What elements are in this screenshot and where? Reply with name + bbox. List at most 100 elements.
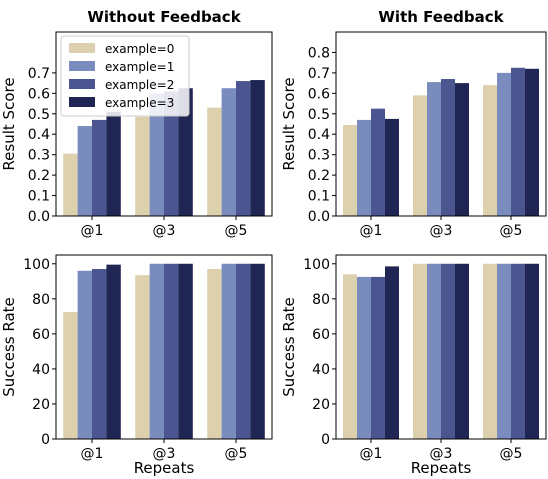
y-tick-label: 0.2 (308, 168, 330, 184)
bar-example=1-@1 (357, 119, 371, 216)
chart-title: Without Feedback (87, 8, 241, 26)
y-tick-label: 0.5 (28, 107, 50, 123)
legend-swatch-example=1 (69, 61, 95, 71)
y-tick-label: 0.5 (308, 107, 330, 123)
bar-example=0-@5 (207, 107, 222, 216)
y-axis-label: Success Rate (280, 297, 298, 397)
bar-example=2-@5 (236, 81, 251, 216)
y-tick-label: 0.0 (308, 209, 330, 225)
bar-example=0-@3 (413, 95, 427, 216)
legend-swatch-example=2 (69, 79, 95, 89)
bar-example=1-@3 (427, 82, 441, 216)
bar-example=3-@1 (106, 111, 121, 216)
bar-example=1-@5 (497, 72, 511, 216)
bar-example=2-@1 (92, 269, 107, 439)
x-axis-label: Repeats (411, 459, 472, 477)
bar-example=1-@1 (357, 276, 371, 439)
x-tick-label: @1 (360, 223, 383, 239)
y-tick-label: 100 (23, 257, 50, 273)
bar-example=3-@5 (525, 263, 539, 439)
bar-example=1-@5 (497, 263, 511, 439)
y-tick-label: 60 (32, 327, 50, 343)
legend-label: example=2 (105, 78, 174, 92)
y-axis-label: Success Rate (0, 297, 18, 397)
y-tick-label: 0.7 (308, 66, 330, 82)
bar-example=3-@1 (385, 266, 399, 439)
x-tick-label: @5 (500, 446, 523, 462)
y-tick-label: 0.3 (28, 148, 50, 164)
y-tick-label: 0.6 (28, 86, 50, 102)
bar-example=1-@3 (427, 263, 441, 439)
legend-label: example=3 (105, 96, 174, 110)
bar-example=1-@3 (149, 93, 164, 216)
y-tick-label: 0.1 (28, 189, 50, 205)
legend-swatch-example=0 (69, 43, 95, 53)
y-tick-label: 0 (321, 432, 330, 448)
x-tick-label: @3 (430, 446, 453, 462)
bar-example=2-@5 (236, 263, 251, 439)
bar-example=3-@3 (178, 88, 193, 216)
bar-example=3-@5 (525, 68, 539, 216)
bar-example=3-@3 (455, 263, 469, 439)
bar-example=2-@3 (441, 79, 455, 217)
bar-example=3-@5 (250, 80, 265, 217)
y-tick-label: 0.3 (308, 148, 330, 164)
legend-box (60, 35, 190, 117)
bar-example=3-@3 (178, 263, 193, 439)
x-tick-label: @1 (81, 446, 104, 462)
legend-label: example=0 (105, 42, 174, 56)
chart-panel-1: 0.0 0.1 0.2 0.3 0.4 0.5 0.6 0.7 @1 @3 @5 Result Sco… (0, 8, 273, 239)
y-tick-label: 0 (41, 432, 50, 448)
y-tick-label: 40 (32, 362, 50, 378)
bar-example=0-@1 (343, 274, 357, 439)
bar-example=2-@1 (92, 119, 107, 216)
bar-example=0-@1 (63, 153, 78, 216)
bar-example=2-@5 (511, 263, 525, 439)
bar-example=2-@3 (164, 263, 179, 439)
y-tick-label: 0.8 (308, 45, 330, 61)
y-tick-label: 0.6 (308, 86, 330, 102)
x-axis-label: Repeats (134, 459, 195, 477)
y-tick-label: 40 (312, 362, 330, 378)
legend-swatch-example=3 (69, 97, 95, 107)
bar-example=3-@1 (385, 118, 399, 216)
y-tick-label: 0.4 (308, 127, 330, 143)
bar-example=1-@5 (221, 263, 236, 439)
bar-example=2-@3 (164, 91, 179, 216)
x-tick-label: @1 (81, 223, 104, 239)
y-axis-label: Result Score (280, 77, 298, 170)
y-tick-label: 20 (312, 397, 330, 413)
y-tick-label: 80 (32, 292, 50, 308)
bar-example=1-@1 (77, 270, 92, 439)
bar-example=3-@3 (455, 83, 469, 216)
y-tick-label: 20 (32, 397, 50, 413)
bar-example=1-@1 (77, 126, 92, 216)
bar-example=3-@1 (106, 264, 121, 439)
bar-example=0-@3 (135, 275, 150, 439)
y-tick-label: 100 (303, 257, 330, 273)
bar-example=2-@3 (441, 263, 455, 439)
bar-example=3-@5 (250, 263, 265, 439)
chart-title: With Feedback (378, 8, 504, 26)
chart-panel-4: 0 20 40 60 80 100 @1 @3 @5 Success Rate Repeats (280, 254, 547, 477)
x-tick-label: @5 (225, 223, 248, 239)
y-axis-label: Result Score (0, 77, 18, 170)
legend-label: example=1 (105, 60, 174, 74)
bar-example=2-@5 (511, 67, 525, 217)
bar-example=1-@5 (221, 88, 236, 216)
x-tick-label: @5 (500, 223, 523, 239)
x-tick-label: @5 (225, 446, 248, 462)
bar-example=1-@3 (149, 263, 164, 439)
bar-example=2-@1 (371, 108, 385, 216)
bar-example=0-@1 (63, 311, 78, 439)
bar-example=0-@5 (207, 269, 222, 439)
bar-example=2-@1 (371, 276, 385, 439)
bar-example=0-@3 (135, 116, 150, 216)
legend: example=0 example=1 example=2 example=3 (60, 35, 190, 117)
x-tick-label: @3 (430, 223, 453, 239)
y-tick-label: 0.7 (28, 66, 50, 82)
bar-example=0-@3 (413, 263, 427, 439)
y-tick-label: 60 (312, 327, 330, 343)
x-tick-label: @3 (153, 223, 176, 239)
